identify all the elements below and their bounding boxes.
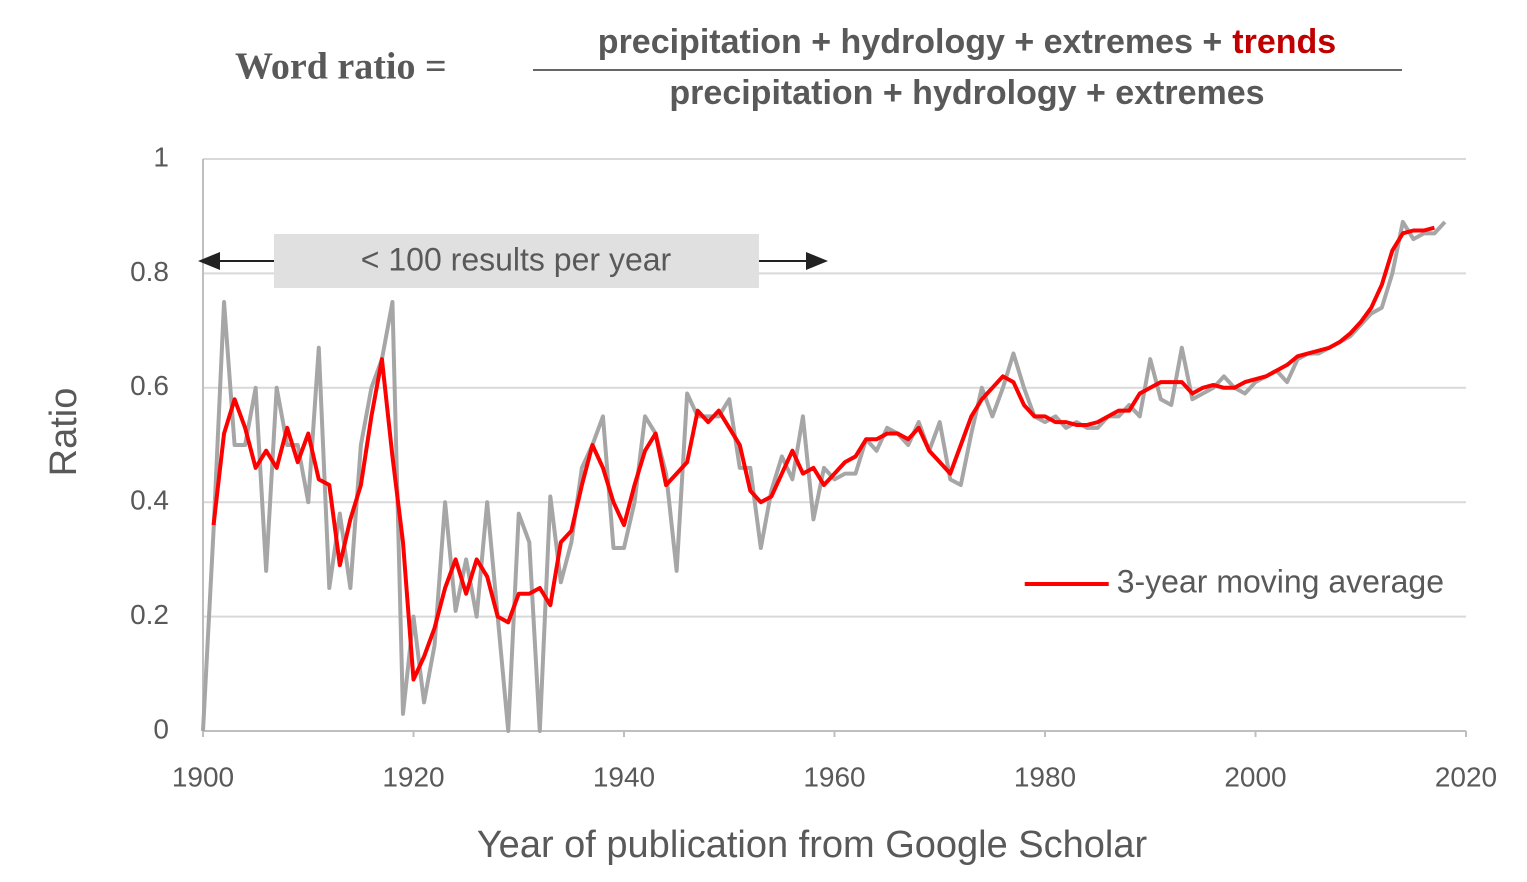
series-line xyxy=(211,225,1435,682)
x-tick-label: 1940 xyxy=(593,761,655,792)
y-tick-label: 0.2 xyxy=(130,599,169,630)
y-tick-label: 1 xyxy=(153,141,169,172)
title-numerator: precipitation + hydrology + extremes + tr… xyxy=(598,23,1336,61)
plot-area: 0 0.2 0.4 0.6 0.8 1 1900 1920 1940 1960 1980 2000 20… xyxy=(130,141,1497,792)
y-tick-label: 0.8 xyxy=(130,256,169,287)
title-denominator: precipitation + hydrology + extremes xyxy=(669,74,1264,112)
x-tick-label: 1960 xyxy=(803,761,865,792)
arrow-head-left xyxy=(198,252,220,270)
annotation-box xyxy=(274,234,759,288)
x-tick-label: 1920 xyxy=(382,761,444,792)
arrow-head-right xyxy=(806,252,828,270)
y-axis-title: Ratio xyxy=(43,388,85,477)
numerator-highlight: trends xyxy=(1232,23,1336,61)
series-line xyxy=(201,219,1447,733)
legend-label: 3-year moving average xyxy=(1117,563,1444,599)
y-tick-label: 0.6 xyxy=(130,370,169,401)
numerator-text: precipitation + hydrology + extremes + xyxy=(598,23,1222,61)
annotation: < 100 results per year xyxy=(361,241,672,277)
y-tick-label: 0.4 xyxy=(130,485,169,516)
x-tick-label: 2000 xyxy=(1224,761,1286,792)
x-tick-label: 1980 xyxy=(1014,761,1076,792)
x-tick-label: 1900 xyxy=(172,761,234,792)
x-tick-label: 2020 xyxy=(1435,761,1497,792)
title-lhs: Word ratio = xyxy=(235,46,447,88)
x-axis-title: Year of publication from Google Scholar xyxy=(477,824,1148,866)
y-tick-label: 0 xyxy=(153,713,169,744)
